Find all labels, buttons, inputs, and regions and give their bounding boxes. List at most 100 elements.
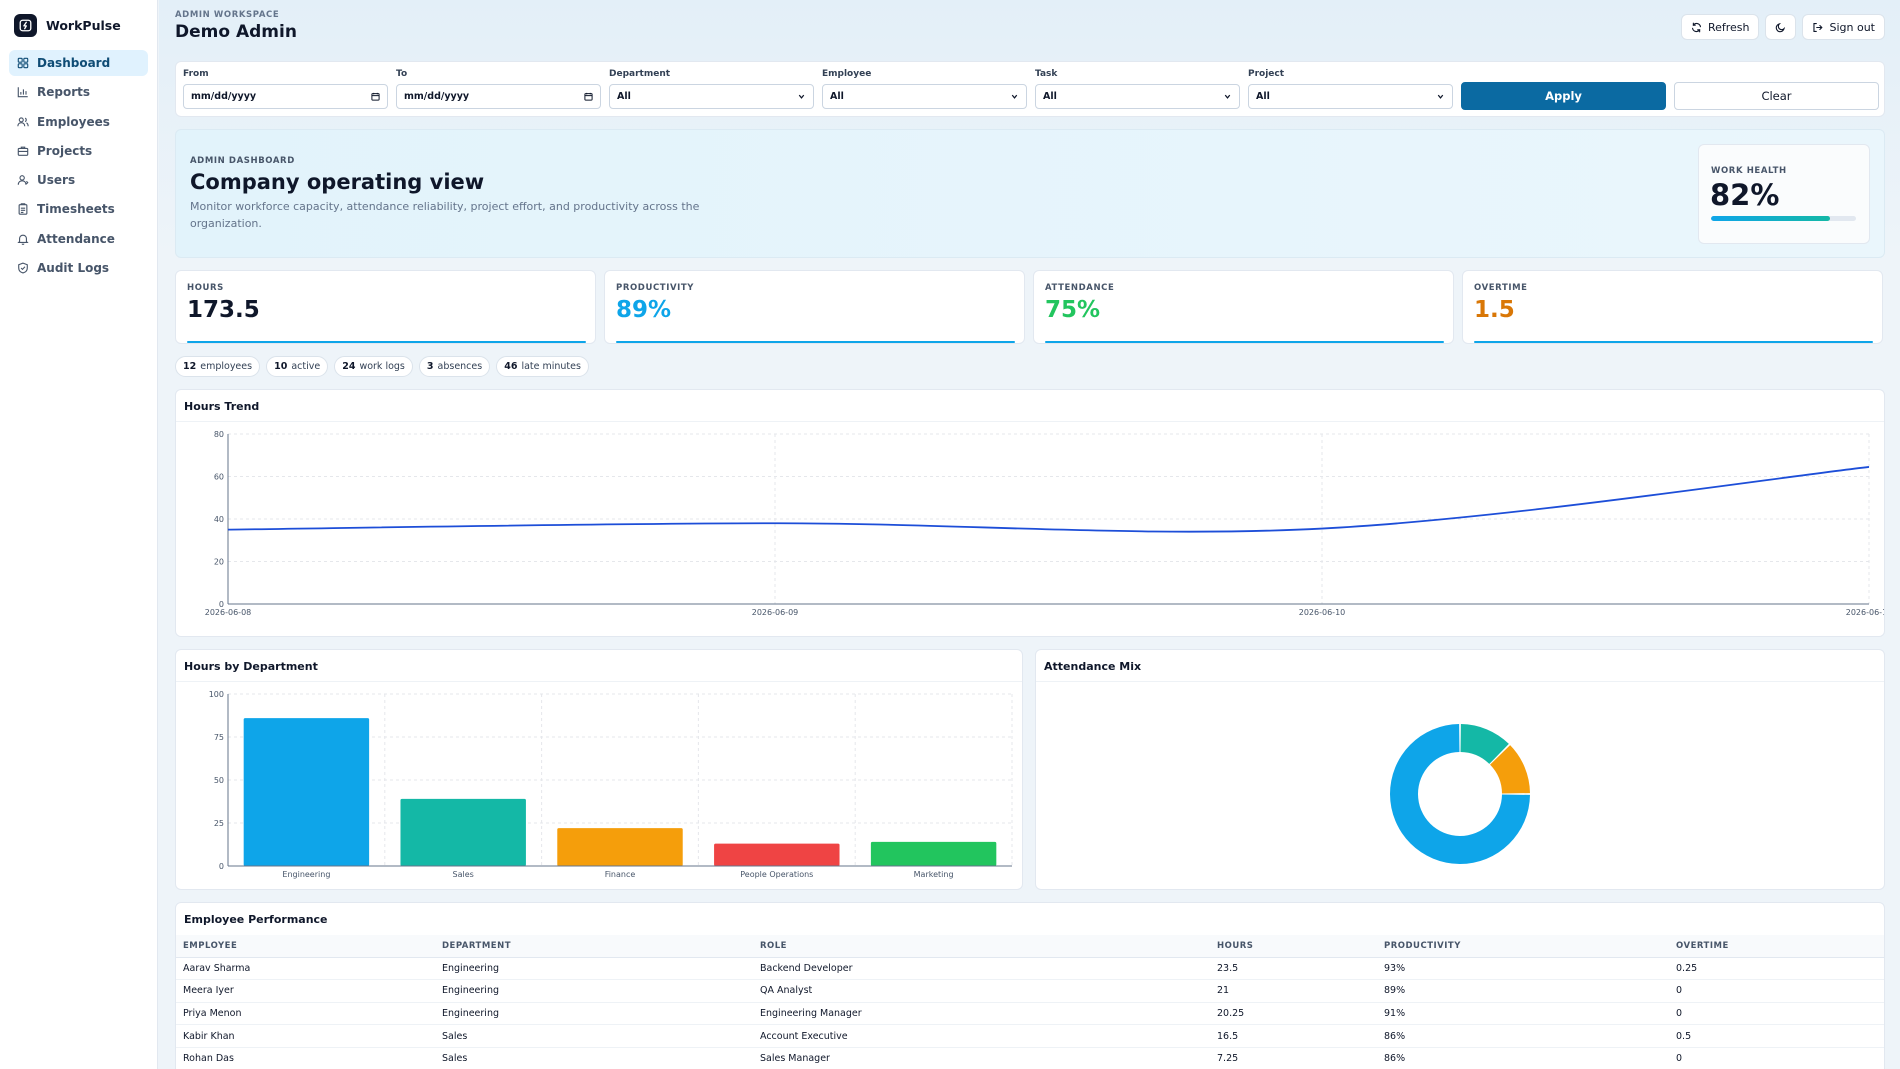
pill-label: work logs xyxy=(359,361,405,372)
pill-label: late minutes xyxy=(521,361,581,372)
y-tick-label: 100 xyxy=(209,690,224,699)
kpi-label: HOURS xyxy=(187,283,224,293)
y-tick-label: 40 xyxy=(214,515,224,524)
employee-performance-card: Employee Performance EMPLOYEE DEPARTMENT… xyxy=(175,902,1885,1069)
work-health-value: 82% xyxy=(1710,178,1780,212)
department-select[interactable]: All xyxy=(609,84,814,109)
employee-filter-group: Employee All xyxy=(822,69,1027,109)
chevron-down-icon xyxy=(1224,94,1231,99)
sidebar-item-timesheets[interactable]: Timesheets xyxy=(9,196,148,222)
table-cell: Priya Menon xyxy=(176,1002,435,1026)
pill-count: 12 xyxy=(183,361,197,372)
sidebar-item-dashboard[interactable]: Dashboard xyxy=(9,50,148,76)
sidebar-item-label: Audit Logs xyxy=(37,261,110,276)
from-label: From xyxy=(183,69,209,79)
series-line xyxy=(227,466,1870,533)
bar xyxy=(714,843,840,866)
sidebar-item-projects[interactable]: Projects xyxy=(9,138,148,164)
y-tick-label: 25 xyxy=(214,819,224,828)
column-header[interactable]: PRODUCTIVITY xyxy=(1377,935,1669,958)
task-select[interactable]: All xyxy=(1035,84,1240,109)
from-date-input[interactable]: mm/dd/yyyy xyxy=(183,84,388,109)
sign-out-button[interactable]: Sign out xyxy=(1802,14,1885,40)
pie-slice xyxy=(1460,724,1509,764)
kpi-label: ATTENDANCE xyxy=(1045,283,1115,293)
sidebar-nav: Dashboard Reports Employees Projects Use… xyxy=(0,50,157,281)
header-actions: Refresh Sign out xyxy=(1680,14,1885,40)
employee-select[interactable]: All xyxy=(822,84,1027,109)
clear-button[interactable]: Clear xyxy=(1674,82,1879,110)
table-cell: 21 xyxy=(1210,979,1377,1003)
pill-absences: 3 absences xyxy=(418,356,491,377)
table-title: Employee Performance xyxy=(184,913,328,926)
calendar-icon xyxy=(584,92,593,101)
kpi-accent-bar xyxy=(1474,341,1873,343)
briefcase-icon xyxy=(17,146,29,156)
work-health-progress xyxy=(1711,216,1856,221)
table-cell: Account Executive xyxy=(753,1024,1210,1048)
table-row[interactable]: Priya Menon Engineering Engineering Mana… xyxy=(176,1002,1884,1026)
to-date-input[interactable]: mm/dd/yyyy xyxy=(396,84,601,109)
sidebar-item-label: Users xyxy=(37,173,76,188)
attendance-mix-chart xyxy=(1390,724,1530,864)
sidebar-item-attendance[interactable]: Attendance xyxy=(9,226,148,252)
bar xyxy=(870,841,997,866)
table-row[interactable]: Kabir Khan Sales Account Executive 16.5 … xyxy=(176,1024,1884,1048)
kpi-productivity: PRODUCTIVITY 89% xyxy=(604,270,1025,344)
theme-toggle-button[interactable] xyxy=(1765,14,1797,40)
table-row[interactable]: Rohan Das Sales Sales Manager 7.25 86% 0 xyxy=(176,1047,1884,1069)
x-tick-label: 2026-06-10 xyxy=(1299,608,1346,617)
bar xyxy=(400,798,526,866)
from-date-placeholder: mm/dd/yyyy xyxy=(191,91,257,102)
refresh-icon xyxy=(1691,22,1701,32)
bar xyxy=(557,828,683,866)
project-select[interactable]: All xyxy=(1248,84,1453,109)
to-date-group: To mm/dd/yyyy xyxy=(396,69,601,109)
table-cell: 23.5 xyxy=(1210,957,1377,981)
table-cell: 0 xyxy=(1669,1047,1884,1069)
column-header[interactable]: DEPARTMENT xyxy=(435,935,753,958)
refresh-button[interactable]: Refresh xyxy=(1680,14,1760,40)
sidebar-item-users[interactable]: Users xyxy=(9,167,148,193)
table-cell: Backend Developer xyxy=(753,957,1210,981)
hours-by-department-chart: 0 25 50 75 100 Engineering Sales Finance People … xyxy=(209,690,1013,879)
table-cell: Engineering xyxy=(435,979,753,1003)
chevron-down-icon xyxy=(1437,94,1444,99)
y-tick-label: 50 xyxy=(214,776,224,785)
column-header[interactable]: ROLE xyxy=(753,935,1210,958)
table-cell: Sales Manager xyxy=(753,1047,1210,1069)
moon-icon xyxy=(1776,22,1786,32)
to-label: To xyxy=(396,69,408,79)
column-header[interactable]: OVERTIME xyxy=(1669,935,1884,958)
work-health-label: WORK HEALTH xyxy=(1711,166,1787,176)
apply-button[interactable]: Apply xyxy=(1461,82,1666,110)
table-cell: Engineering Manager xyxy=(753,1002,1210,1026)
brand-name: WorkPulse xyxy=(46,17,121,33)
sidebar-item-audit-logs[interactable]: Audit Logs xyxy=(9,255,148,281)
sidebar-item-employees[interactable]: Employees xyxy=(9,109,148,135)
chevron-down-icon xyxy=(798,94,805,99)
table-row[interactable]: Aarav Sharma Engineering Backend Develop… xyxy=(176,957,1884,981)
users-icon xyxy=(17,116,29,126)
y-tick-label: 0 xyxy=(219,600,224,609)
sidebar-item-reports[interactable]: Reports xyxy=(9,79,148,105)
sidebar-item-label: Attendance xyxy=(37,231,115,246)
table-cell: 93% xyxy=(1377,957,1669,981)
table-cell: 20.25 xyxy=(1210,1002,1377,1026)
column-header[interactable]: EMPLOYEE xyxy=(176,935,435,958)
bell-icon xyxy=(17,234,29,245)
hero-panel: ADMIN DASHBOARD Company operating view M… xyxy=(175,129,1885,258)
sidebar-item-label: Projects xyxy=(37,143,93,158)
bar xyxy=(243,718,370,866)
kpi-value: 75% xyxy=(1045,297,1101,323)
brand[interactable]: WorkPulse xyxy=(0,0,157,50)
hours-by-department-card: Hours by Department 0 25 50 75 100 Engineerin… xyxy=(175,649,1023,890)
x-tick-label: People Operations xyxy=(740,870,813,879)
table-row[interactable]: Meera Iyer Engineering QA Analyst 21 89%… xyxy=(176,979,1884,1003)
employee-value: All xyxy=(830,91,844,102)
attendance-mix-card: Attendance Mix xyxy=(1035,649,1885,890)
project-filter-group: Project All xyxy=(1248,69,1453,109)
shield-icon xyxy=(18,262,28,274)
column-header[interactable]: HOURS xyxy=(1210,935,1377,958)
department-value: All xyxy=(617,91,631,102)
